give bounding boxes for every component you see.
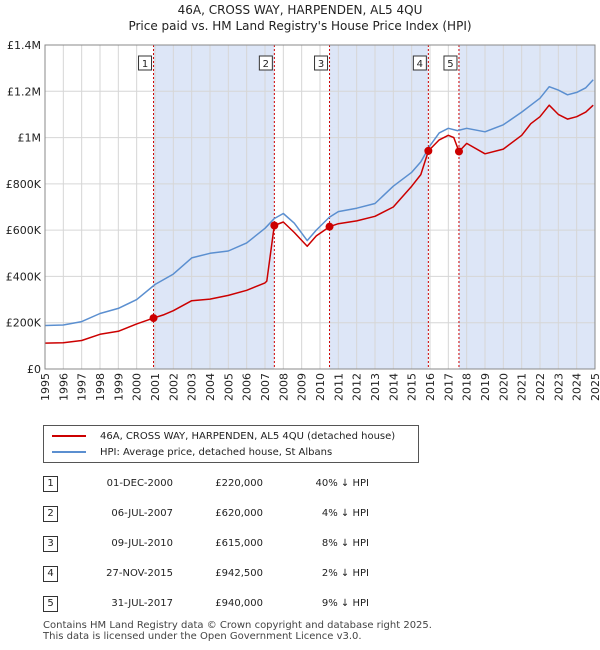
- sale-price: £220,000: [215, 478, 263, 489]
- x-tick-label: 1998: [94, 373, 107, 401]
- sale-point: [270, 221, 279, 230]
- sale-number: 1: [43, 476, 58, 492]
- legend-line-property: [52, 435, 86, 437]
- y-tick-label: £400K: [6, 270, 42, 283]
- y-tick-label: £200K: [6, 317, 42, 330]
- sale-hpi-diff: 9% ↓ HPI: [321, 598, 369, 609]
- sale-row: 4 27-NOV-2015 £942,500 2% ↓ HPI: [43, 566, 403, 582]
- x-tick-label: 1997: [76, 373, 89, 401]
- x-tick-label: 2019: [479, 373, 492, 401]
- sale-date: 01-DEC-2000: [106, 478, 173, 489]
- sale-label: 4: [417, 59, 423, 70]
- sale-point: [454, 147, 463, 156]
- ownership-band: [458, 45, 595, 369]
- x-tick-label: 2025: [589, 373, 600, 401]
- sale-point: [424, 146, 433, 155]
- sale-date: 27-NOV-2015: [106, 568, 173, 579]
- x-tick-label: 2021: [516, 373, 529, 401]
- sale-date: 09-JUL-2010: [111, 538, 173, 549]
- sale-hpi-diff: 8% ↓ HPI: [321, 538, 369, 549]
- x-tick-label: 2023: [552, 373, 565, 401]
- sale-number: 2: [43, 506, 58, 522]
- x-tick-label: 1995: [39, 373, 52, 401]
- sale-label-box: [443, 55, 458, 71]
- sale-row: 5 31-JUL-2017 £940,000 9% ↓ HPI: [43, 596, 403, 612]
- x-tick-label: 1999: [112, 373, 125, 401]
- ownership-band: [329, 45, 429, 369]
- sale-date: 06-JUL-2007: [111, 508, 173, 519]
- legend-label-hpi: HPI: Average price, detached house, St A…: [100, 446, 333, 458]
- x-tick-label: 2015: [406, 373, 419, 401]
- x-tick-label: 2014: [387, 373, 400, 401]
- footer-license: This data is licensed under the Open Gov…: [43, 631, 362, 642]
- sale-point: [325, 222, 334, 231]
- legend-item-property: 46A, CROSS WAY, HARPENDEN, AL5 4QU (deta…: [52, 428, 395, 444]
- sale-hpi-diff: 40% ↓ HPI: [315, 478, 369, 489]
- price-chart: 1 2 3 4 5 £0 £200K £400K £600K £800K £1M £1.2M £1.4M…: [6, 39, 600, 401]
- x-tick-label: 2012: [351, 373, 364, 401]
- sale-label: 1: [142, 59, 148, 70]
- x-tick-label: 2013: [369, 373, 382, 401]
- x-tick-label: 2008: [277, 373, 290, 401]
- legend-line-hpi: [52, 451, 86, 453]
- chart-subtitle: Price paid vs. HM Land Registry's House …: [128, 19, 472, 33]
- sale-label-box: [314, 55, 329, 71]
- x-tick-label: 2003: [186, 373, 199, 401]
- sale-number: 5: [43, 596, 58, 612]
- sale-price: £620,000: [215, 508, 263, 519]
- sale-label-box: [138, 55, 153, 71]
- sale-hpi-diff: 4% ↓ HPI: [321, 508, 369, 519]
- plot-border: [44, 44, 596, 370]
- sale-row: 3 09-JUL-2010 £615,000 8% ↓ HPI: [43, 536, 403, 552]
- property-series-line: [44, 104, 594, 344]
- sale-row: 2 06-JUL-2007 £620,000 4% ↓ HPI: [43, 506, 403, 522]
- y-tick-label: £1M: [18, 132, 42, 145]
- x-tick-label: 2001: [149, 373, 162, 401]
- sale-label: 3: [318, 59, 324, 70]
- x-tick-label: 2010: [314, 373, 327, 401]
- x-tick-label: 2004: [204, 373, 217, 401]
- chart-title: 46A, CROSS WAY, HARPENDEN, AL5 4QU: [177, 3, 423, 17]
- legend-label-property: 46A, CROSS WAY, HARPENDEN, AL5 4QU (deta…: [100, 430, 396, 442]
- x-tick-label: 2022: [534, 373, 547, 401]
- x-tick-label: 2005: [222, 373, 235, 401]
- sale-date: 31-JUL-2017: [111, 598, 173, 609]
- y-tick-label: £1.4M: [7, 39, 41, 52]
- sale-label-box: [258, 55, 273, 71]
- x-tick-label: 2006: [241, 373, 254, 401]
- x-tick-label: 1996: [57, 373, 70, 401]
- chart-legend: 46A, CROSS WAY, HARPENDEN, AL5 4QU (deta…: [43, 425, 419, 463]
- sale-number: 4: [43, 566, 58, 582]
- x-tick-label: 2002: [167, 373, 180, 401]
- y-tick-label: £0: [27, 363, 41, 376]
- x-tick-label: 2024: [571, 373, 584, 401]
- x-tick-label: 2020: [497, 373, 510, 401]
- legend-item-hpi: HPI: Average price, detached house, St A…: [52, 444, 332, 460]
- sale-row: 1 01-DEC-2000 £220,000 40% ↓ HPI: [43, 476, 403, 492]
- footer-copyright: Contains HM Land Registry data © Crown c…: [43, 620, 432, 631]
- x-tick-label: 2011: [332, 373, 345, 401]
- sale-label-box: [412, 55, 427, 71]
- sale-hpi-diff: 2% ↓ HPI: [321, 568, 369, 579]
- x-tick-label: 2000: [131, 373, 144, 401]
- x-tick-label: 2009: [296, 373, 309, 401]
- y-tick-label: £1.2M: [7, 85, 41, 98]
- x-tick-label: 2007: [259, 373, 272, 401]
- hpi-series-line: [44, 79, 594, 327]
- sale-label: 2: [263, 59, 269, 70]
- sale-label: 5: [447, 59, 453, 70]
- y-tick-label: £600K: [6, 224, 42, 237]
- x-tick-label: 2017: [442, 373, 455, 401]
- sale-price: £942,500: [215, 568, 263, 579]
- sale-price: £615,000: [215, 538, 263, 549]
- y-tick-label: £800K: [6, 178, 42, 191]
- sale-price: £940,000: [215, 598, 263, 609]
- sale-number: 3: [43, 536, 58, 552]
- x-tick-label: 2016: [424, 373, 437, 401]
- ownership-band: [153, 45, 275, 369]
- x-tick-label: 2018: [461, 373, 474, 401]
- sale-point: [149, 314, 158, 323]
